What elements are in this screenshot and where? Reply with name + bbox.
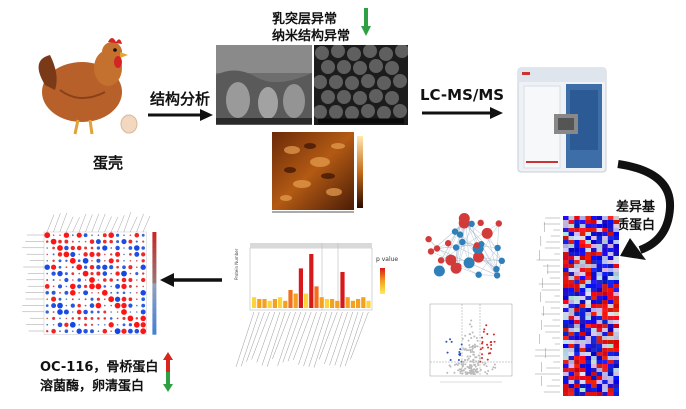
pvalue-legend-label: p value: [376, 256, 399, 263]
diff-protein-line-1: 差异基: [616, 200, 656, 215]
sem-cross-section-image: [216, 45, 312, 125]
structural-analysis-label: 结构分析: [150, 90, 211, 108]
finding-line-2: 纳米结构异常: [272, 29, 351, 44]
afm-topography-image: [272, 132, 368, 214]
diff-protein-line-2: 质蛋白: [616, 218, 656, 233]
network-diagram-image: [420, 206, 516, 298]
arrow-to-correlation: [160, 272, 222, 288]
lcms-label: LC-MS/MS: [420, 86, 505, 104]
correlation-matrix-image: [18, 210, 160, 340]
egg-label: 蛋壳: [93, 154, 124, 172]
curved-arrow-to-heatmap: [610, 158, 680, 262]
mass-spectrometer-image: [508, 62, 616, 178]
egg-image: [118, 112, 140, 134]
arrow-to-sem: [148, 108, 214, 122]
result-line-2: 溶菌酶，卵清蛋白: [40, 379, 145, 394]
down-arrow-icon-result: [163, 372, 173, 392]
arrow-to-ms: [422, 106, 504, 120]
up-arrow-icon: [163, 352, 173, 372]
go-enrichment-bar-chart: Protein Number p value: [230, 240, 410, 380]
sem-nanostructure-image: [314, 45, 408, 125]
svg-text:Protein Number: Protein Number: [234, 248, 239, 280]
hen-image: [20, 30, 140, 140]
result-line-1: OC-116，骨桥蛋白: [40, 360, 159, 375]
volcano-plot-image: [422, 300, 518, 390]
down-arrow-icon: [361, 8, 371, 38]
finding-line-1: 乳突层异常: [272, 12, 338, 27]
heatmap-dendrogram-image: [530, 212, 622, 400]
